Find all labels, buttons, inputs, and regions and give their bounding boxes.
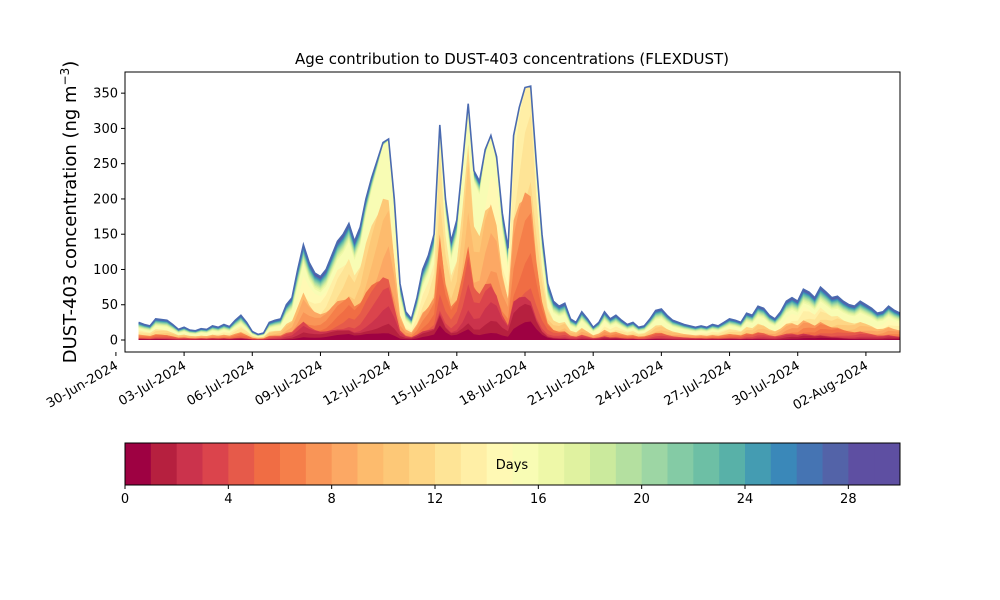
colorbar-swatch (125, 443, 152, 485)
colorbar-swatch (202, 443, 229, 485)
age-band-area (138, 86, 900, 340)
x-tick-label: 12-Jul-2024 (321, 358, 394, 409)
y-axis-label-close: ) (60, 61, 81, 68)
colorbar-tick-label: 12 (427, 492, 444, 507)
colorbar-swatch (745, 443, 772, 485)
colorbar-swatch (874, 443, 901, 485)
colorbar-swatch (538, 443, 565, 485)
x-axis: 30-Jun-202403-Jul-202406-Jul-202409-Jul-… (44, 352, 871, 414)
x-tick-label: 21-Jul-2024 (525, 358, 598, 409)
age-band-area (138, 303, 900, 340)
colorbar-swatch (770, 443, 798, 485)
age-band-area (138, 86, 900, 340)
age-band-area (138, 113, 900, 340)
x-tick-label: 09-Jul-2024 (253, 358, 326, 409)
area-stack (138, 85, 900, 340)
age-band-area (138, 86, 900, 340)
colorbar-swatch (848, 443, 875, 485)
age-band-area (138, 86, 900, 340)
y-axis-label-exponent: −3 (58, 68, 72, 86)
colorbar-tick-label: 16 (530, 492, 547, 507)
chart-title: Age contribution to DUST-403 concentrati… (295, 50, 729, 68)
colorbar-swatch (641, 443, 668, 485)
colorbar-swatch (305, 443, 333, 485)
age-band-area (138, 88, 900, 340)
colorbar-swatch (822, 443, 849, 485)
colorbar-swatch (383, 443, 410, 485)
y-tick-label: 50 (101, 298, 118, 313)
age-band-area (138, 86, 900, 340)
colorbar-swatch (719, 443, 746, 485)
colorbar-ticks: 0 4 8 12 16 20 24 28 (121, 485, 857, 507)
colorbar-swatch (228, 443, 255, 485)
y-tick-label: 200 (93, 192, 118, 207)
colorbar-swatch (564, 443, 591, 485)
x-tick-label: 02-Aug-2024 (791, 358, 871, 413)
age-band-area (138, 86, 900, 340)
x-tick-label: 24-Jul-2024 (594, 358, 667, 409)
x-tick-label: 18-Jul-2024 (457, 358, 530, 409)
colorbar-swatch (280, 443, 307, 485)
y-tick-label: 250 (93, 157, 118, 172)
colorbar-swatch (512, 443, 539, 485)
colorbar-swatch (693, 443, 720, 485)
age-band-area (138, 86, 900, 340)
colorbar-label: Days (496, 458, 529, 473)
age-band-area (138, 86, 900, 340)
y-axis-label-main: DUST-403 concentration (ng m (60, 85, 81, 363)
colorbar (125, 443, 901, 485)
age-band-area (138, 86, 900, 340)
x-tick-label: 30-Jun-2024 (44, 358, 121, 411)
plot-frame (124, 71, 901, 353)
colorbar-swatch (667, 443, 694, 485)
age-band-area (138, 86, 900, 340)
y-axis-label: DUST-403 concentration (ng m−3) (58, 61, 81, 364)
plot-area (138, 85, 900, 340)
age-band-area (138, 86, 900, 340)
colorbar-tick-label: 20 (633, 492, 650, 507)
colorbar-swatch (615, 443, 643, 485)
x-tick-label: 27-Jul-2024 (662, 358, 735, 409)
age-band-area (138, 86, 900, 340)
y-axis: 0 50 100 150 200 250 300 350 (93, 87, 125, 349)
y-tick-label: 300 (93, 122, 118, 137)
colorbar-swatch (796, 443, 823, 485)
colorbar-swatch (435, 443, 462, 485)
y-tick-label: 150 (93, 228, 118, 243)
colorbar-swatch (254, 443, 281, 485)
y-tick-label: 100 (93, 263, 118, 278)
colorbar-swatch (460, 443, 488, 485)
x-tick-label: 15-Jul-2024 (389, 358, 462, 409)
age-band-area (138, 213, 900, 340)
colorbar-tick-label: 8 (328, 492, 336, 507)
colorbar-swatch (357, 443, 384, 485)
age-band-area (138, 86, 900, 340)
colorbar-tick-label: 0 (121, 492, 129, 507)
age-band-area (138, 86, 900, 340)
age-band-area (138, 246, 900, 340)
age-band-area (138, 321, 900, 340)
colorbar-swatch (150, 443, 178, 485)
colorbar-tick-label: 4 (224, 492, 232, 507)
x-tick-label: 03-Jul-2024 (116, 358, 189, 409)
colorbar-tick-label: 28 (840, 492, 857, 507)
colorbar-swatch (590, 443, 617, 485)
age-band-area (138, 86, 900, 340)
total-line (138, 85, 900, 336)
colorbar-swatch (409, 443, 436, 485)
colorbar-swatch (331, 443, 358, 485)
colorbar-frame (124, 442, 901, 486)
x-tick-label: 06-Jul-2024 (184, 358, 257, 409)
age-band-area (138, 86, 900, 340)
colorbar-swatch (486, 443, 513, 485)
colorbar-swatch (176, 443, 203, 485)
y-tick-label: 0 (110, 334, 118, 349)
y-tick-label: 350 (93, 87, 118, 102)
colorbar-tick-label: 24 (737, 492, 754, 507)
